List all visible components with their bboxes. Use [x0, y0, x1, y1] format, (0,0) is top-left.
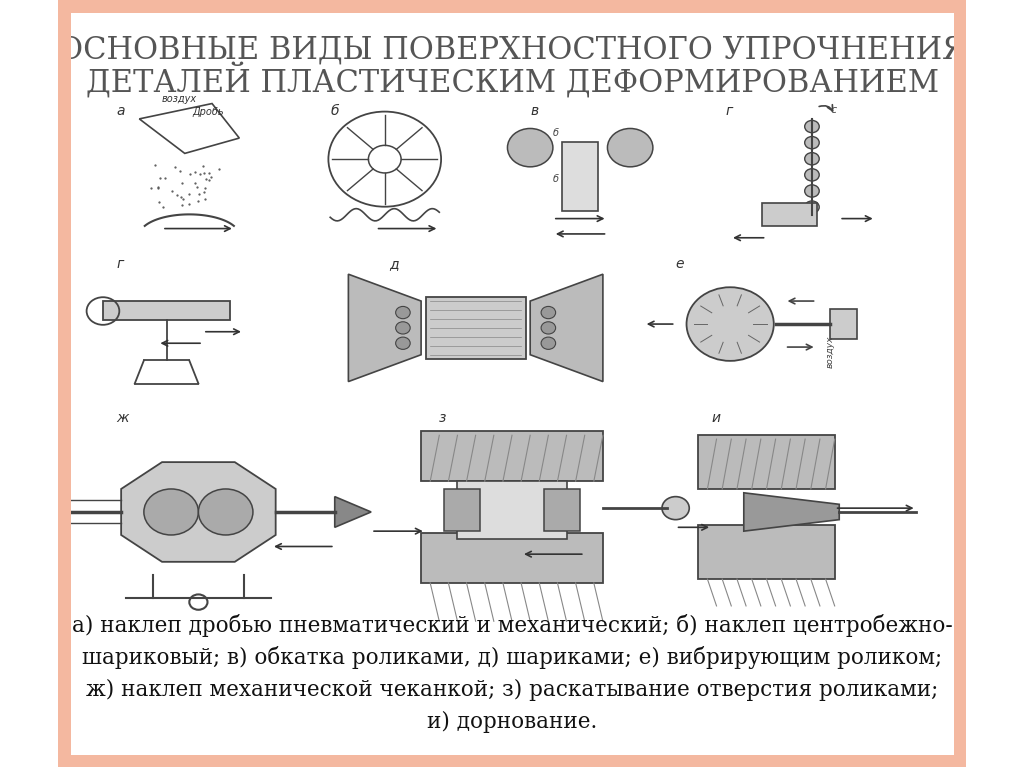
- Text: шариковый; в) обкатка роликами, д) шариками; е) вибрирующим роликом;: шариковый; в) обкатка роликами, д) шарик…: [82, 646, 942, 669]
- Circle shape: [508, 129, 553, 167]
- Circle shape: [662, 497, 689, 520]
- Circle shape: [805, 120, 819, 133]
- Text: Дробь: Дробь: [193, 107, 223, 117]
- FancyBboxPatch shape: [421, 533, 603, 583]
- Text: в: в: [530, 104, 539, 118]
- Text: з: з: [439, 411, 446, 425]
- Circle shape: [541, 322, 556, 334]
- Text: б: б: [330, 104, 339, 118]
- FancyBboxPatch shape: [421, 431, 603, 482]
- Text: и) дорнование.: и) дорнование.: [427, 711, 597, 732]
- Text: г: г: [726, 104, 733, 118]
- Circle shape: [805, 185, 819, 197]
- Text: ж: ж: [117, 411, 129, 425]
- Text: и: и: [712, 411, 721, 425]
- Text: ж) наклеп механической чеканкой; з) раскатывание отверстия роликами;: ж) наклеп механической чеканкой; з) раск…: [86, 679, 938, 700]
- FancyBboxPatch shape: [562, 142, 598, 211]
- FancyBboxPatch shape: [762, 203, 816, 226]
- Text: д: д: [389, 258, 399, 272]
- Text: г: г: [117, 258, 124, 272]
- Circle shape: [541, 337, 556, 350]
- Circle shape: [805, 137, 819, 149]
- Text: с: с: [830, 105, 837, 115]
- Circle shape: [805, 169, 819, 181]
- Text: ОСНОВНЫЕ ВИДЫ ПОВЕРХНОСТНОГО УПРОЧНЕНИЯ: ОСНОВНЫЕ ВИДЫ ПОВЕРХНОСТНОГО УПРОЧНЕНИЯ: [57, 35, 967, 65]
- FancyBboxPatch shape: [443, 489, 480, 531]
- FancyBboxPatch shape: [544, 489, 581, 531]
- Polygon shape: [530, 274, 603, 382]
- FancyBboxPatch shape: [698, 436, 835, 489]
- Text: воздух: воздух: [825, 336, 835, 368]
- Circle shape: [395, 337, 411, 350]
- Circle shape: [805, 201, 819, 213]
- Polygon shape: [743, 492, 840, 531]
- FancyBboxPatch shape: [458, 482, 566, 538]
- Text: воздух: воздух: [162, 94, 198, 104]
- Text: ДЕТАЛЕЙ ПЛАСТИЧЕСКИМ ДЕФОРМИРОВАНИЕМ: ДЕТАЛЕЙ ПЛАСТИЧЕСКИМ ДЕФОРМИРОВАНИЕМ: [85, 63, 939, 98]
- Circle shape: [395, 322, 411, 334]
- Circle shape: [199, 489, 253, 535]
- Text: а: а: [117, 104, 125, 118]
- Text: е: е: [676, 258, 684, 272]
- Circle shape: [805, 153, 819, 165]
- FancyBboxPatch shape: [103, 301, 230, 321]
- FancyBboxPatch shape: [698, 525, 835, 579]
- Circle shape: [395, 306, 411, 319]
- FancyBboxPatch shape: [426, 298, 525, 359]
- Circle shape: [541, 306, 556, 319]
- Polygon shape: [335, 497, 371, 528]
- Circle shape: [607, 129, 653, 167]
- Circle shape: [143, 489, 199, 535]
- Circle shape: [686, 287, 774, 361]
- Text: б: б: [553, 174, 559, 184]
- Polygon shape: [121, 462, 275, 561]
- Text: а) наклеп дробью пневматический и механический; б) наклеп центробежно-: а) наклеп дробью пневматический и механи…: [72, 614, 952, 637]
- FancyBboxPatch shape: [830, 308, 857, 339]
- Text: б: б: [553, 128, 559, 138]
- Polygon shape: [348, 274, 421, 382]
